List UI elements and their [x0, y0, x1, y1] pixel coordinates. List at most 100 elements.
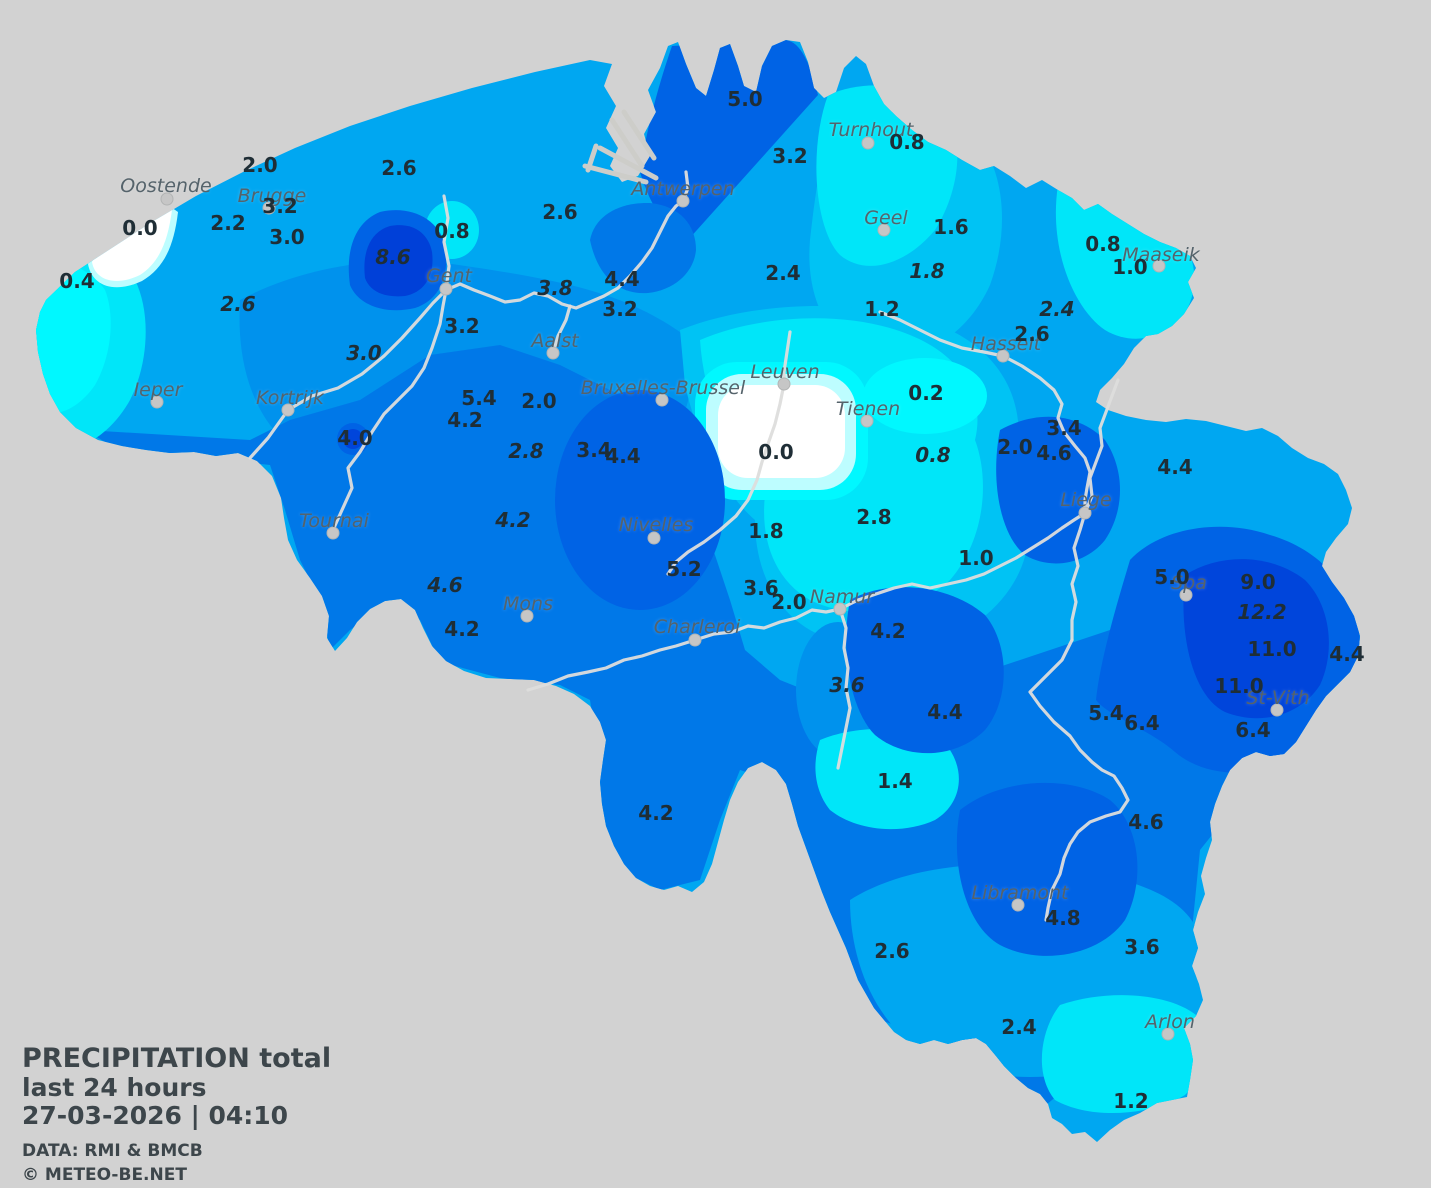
city-label: Geel: [864, 207, 908, 229]
city-label: Namur: [809, 586, 875, 608]
precipitation-value: 9.0: [1240, 570, 1276, 594]
city-label: Liege: [1060, 489, 1112, 511]
zone-dark-antwerp-north: [640, 40, 818, 240]
precipitation-value: 2.4: [765, 261, 801, 285]
precipitation-value: 12.2: [1237, 600, 1287, 624]
city-label: Antwerpen: [631, 178, 735, 200]
zone-brightcyan-tienen: [863, 358, 987, 434]
zone-dark-east-core: [1183, 559, 1329, 719]
antwerp-port-docks: [582, 109, 659, 185]
city-label: Ieper: [133, 379, 183, 401]
river-leie: [248, 288, 448, 460]
precipitation-value: 4.0: [337, 426, 373, 450]
precipitation-value: 1.2: [1113, 1089, 1149, 1113]
zone-cyan-arlon: [1041, 995, 1205, 1114]
zone-dark-antwerp-south: [590, 202, 696, 294]
city-dot: [326, 526, 340, 540]
precipitation-value: 4.2: [638, 801, 674, 825]
precipitation-value: 4.2: [495, 508, 531, 532]
city-dot: [439, 282, 453, 296]
city-dot: [1078, 506, 1092, 520]
precipitation-value: 3.2: [444, 314, 480, 338]
city-dot: [1270, 703, 1284, 717]
zone-dark-40-core: [343, 429, 363, 449]
precipitation-value: 2.6: [1014, 322, 1050, 346]
precipitation-value: 4.6: [1036, 441, 1072, 465]
precipitation-value: 5.4: [1088, 701, 1124, 725]
city-dot: [1152, 259, 1166, 273]
precipitation-value: 5.0: [727, 87, 763, 111]
city-dot: [860, 414, 874, 428]
precipitation-value: 2.8: [856, 505, 892, 529]
precipitation-value: 0.8: [1085, 232, 1121, 256]
precipitation-value: 2.6: [542, 200, 578, 224]
precipitation-value: 4.4: [604, 267, 640, 291]
precipitation-value: 3.4: [1046, 416, 1082, 440]
canal-gent: [442, 194, 451, 292]
city-label: Spa: [1171, 572, 1207, 594]
city-dot: [777, 377, 791, 391]
city-dot: [877, 223, 891, 237]
city-dot: [1011, 898, 1025, 912]
city-label: Charleroi: [653, 616, 741, 638]
precipitation-value: 1.2: [864, 297, 900, 321]
map-title: PRECIPITATION total: [22, 1043, 332, 1074]
data-source: DATA: RMI & BMCB: [22, 1141, 203, 1162]
city-label: Leuven: [750, 361, 820, 383]
precipitation-value: 0.8: [915, 443, 951, 467]
precipitation-value: 2.4: [1039, 297, 1075, 321]
precipitation-value: 4.2: [870, 619, 906, 643]
precipitation-value: 0.0: [758, 440, 794, 464]
city-dot: [655, 393, 669, 407]
precipitation-value: 2.6: [874, 939, 910, 963]
precipitation-value: 5.0: [1154, 565, 1190, 589]
city-label: Turnhout: [828, 119, 914, 141]
zone-dark-namur: [846, 587, 1004, 754]
city-label: Hasselt: [970, 333, 1042, 355]
precipitation-value: 3.0: [346, 341, 382, 365]
city-dot: [262, 201, 276, 215]
precipitation-value: 3.6: [829, 673, 865, 697]
precipitation-value: 2.4: [1001, 1015, 1037, 1039]
precipitation-value: 0.4: [59, 269, 95, 293]
precipitation-value: 2.6: [381, 156, 417, 180]
precipitation-value: 3.8: [537, 276, 573, 300]
province-line-liege: [1070, 511, 1087, 642]
precipitation-value: 11.0: [1214, 674, 1264, 698]
precipitation-value: 3.2: [602, 297, 638, 321]
city-dot: [996, 349, 1010, 363]
river-meuse-south: [836, 607, 852, 770]
city-label: Brugge: [237, 185, 307, 207]
city-label: Bruxelles-Brussel: [580, 377, 746, 399]
city-label: St-Vith: [1246, 687, 1310, 709]
zone-brightcyan-coast: [36, 262, 111, 413]
city-label: Tournai: [299, 510, 369, 532]
precipitation-value: 1.4: [877, 769, 913, 793]
zone-dark-libramont: [956, 782, 1138, 956]
zone-dark-liege: [996, 416, 1120, 564]
city-label: Aalst: [531, 330, 579, 352]
city-label: Tienen: [835, 398, 901, 420]
precipitation-value: 4.8: [1045, 906, 1081, 930]
city-label: Oostende: [120, 175, 212, 197]
city-dot: [676, 194, 690, 208]
precipitation-value: 5.2: [666, 557, 702, 581]
precipitation-value: 1.8: [748, 519, 784, 543]
city-label: Mons: [503, 593, 553, 615]
copyright: © METEO-BE.NET: [22, 1164, 187, 1185]
city-dot: [833, 602, 847, 616]
precipitation-value: 4.4: [1329, 642, 1365, 666]
precipitation-value: 0.2: [908, 381, 944, 405]
precipitation-value: 4.4: [605, 444, 641, 468]
precipitation-value: 4.2: [447, 408, 483, 432]
map-subtitle: last 24 hours: [22, 1072, 207, 1102]
city-label: Libramont: [971, 882, 1069, 904]
city-dot: [160, 192, 174, 206]
city-dot: [520, 609, 534, 623]
river-dender: [551, 304, 572, 355]
precipitation-value: 11.0: [1247, 637, 1297, 661]
city-dot: [1179, 588, 1193, 602]
city-dot: [688, 633, 702, 647]
